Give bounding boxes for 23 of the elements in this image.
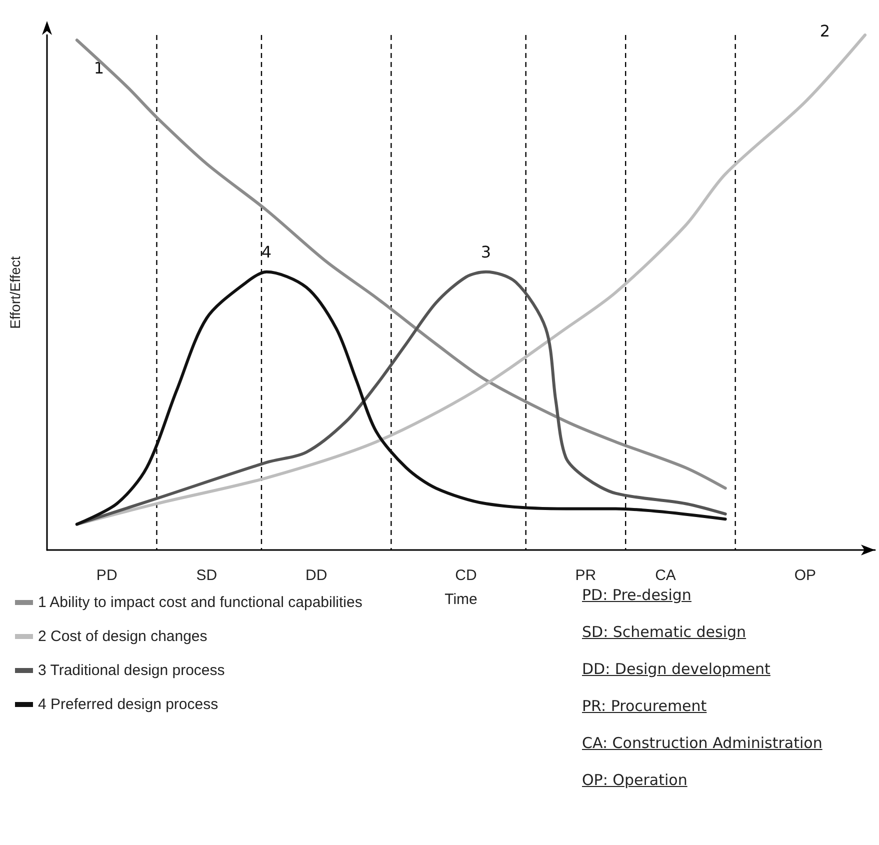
legend-label: 3 Traditional design process [38, 662, 225, 679]
annotation: 3 [480, 242, 492, 262]
annotation: 4 [261, 242, 272, 262]
text: PR: Procurement [582, 697, 708, 717]
x-tick-label: PR [575, 567, 596, 584]
x-tick-label: DD [306, 567, 328, 584]
x-tick-label: CA [655, 567, 676, 584]
text: SD: Schematic design [582, 623, 748, 643]
text: PD: Pre-design [582, 586, 692, 606]
legend-label: 2 Cost of design changes [38, 628, 208, 645]
text: CA: Construction Administration [582, 734, 822, 754]
legend-label: 4 Preferred design process [38, 696, 218, 713]
x-tick-label: OP [794, 567, 816, 584]
y-axis-title: Effort/Effect [7, 256, 23, 329]
text: DD: Design development [582, 660, 772, 680]
legend-label: 1 Ability to impact cost and functional capabilities [38, 594, 362, 611]
annotation: 2 [820, 22, 830, 40]
x-tick-label: PD [96, 567, 118, 584]
x-tick-label: SD [196, 567, 218, 584]
annotation: 1 [94, 58, 104, 78]
text: OP: Operation [582, 771, 688, 791]
x-axis-title: Time [444, 591, 478, 608]
x-tick-label: CD [455, 567, 477, 584]
